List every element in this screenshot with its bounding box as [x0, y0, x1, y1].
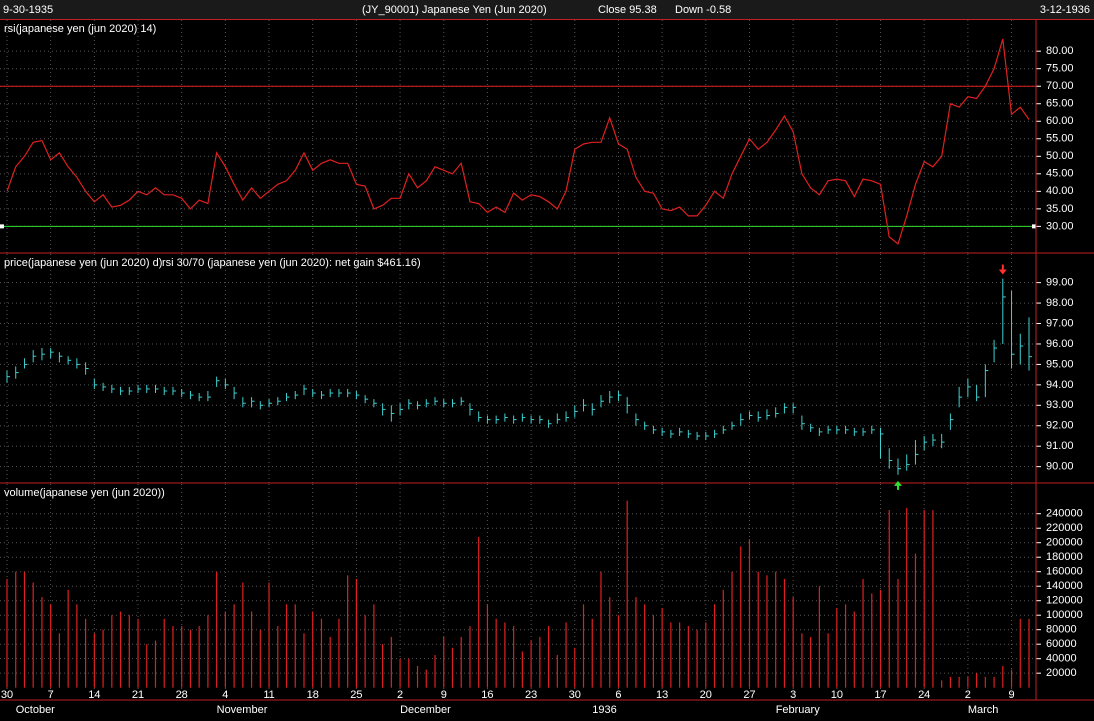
- y-tick-label: 30.00: [1046, 220, 1074, 232]
- x-tick-label: 2: [965, 689, 971, 701]
- level-handle: [1032, 224, 1036, 229]
- y-tick-label: 120000: [1046, 595, 1083, 607]
- x-tick-label: 10: [831, 689, 843, 701]
- y-tick-label: 55.00: [1046, 133, 1074, 145]
- x-tick-label: 4: [222, 689, 228, 701]
- x-tick-label: 7: [48, 689, 54, 701]
- panel-title: rsi(japanese yen (jun 2020) 14): [4, 23, 156, 35]
- x-tick-label: 25: [350, 689, 362, 701]
- header-bar: [0, 0, 1094, 19]
- y-tick-label: 140000: [1046, 580, 1083, 592]
- y-tick-label: 65.00: [1046, 98, 1074, 110]
- x-tick-label: 9: [441, 689, 447, 701]
- month-label: October: [16, 704, 55, 716]
- y-tick-label: 95.00: [1046, 358, 1074, 370]
- y-tick-label: 220000: [1046, 522, 1083, 534]
- y-tick-label: 92.00: [1046, 420, 1074, 432]
- y-tick-label: 20000: [1046, 667, 1077, 679]
- x-tick-label: 30: [569, 689, 581, 701]
- month-label: December: [400, 704, 451, 716]
- y-tick-label: 99.00: [1046, 277, 1074, 289]
- y-tick-label: 40000: [1046, 653, 1077, 665]
- y-tick-label: 200000: [1046, 537, 1083, 549]
- y-tick-label: 96.00: [1046, 338, 1074, 350]
- y-tick-label: 60.00: [1046, 115, 1074, 127]
- x-tick-label: 9: [1008, 689, 1014, 701]
- x-tick-label: 2: [397, 689, 403, 701]
- x-tick-label: 28: [176, 689, 188, 701]
- rsi-line: [6, 38, 1030, 245]
- month-label: February: [776, 704, 821, 716]
- close: Close 95.38: [598, 4, 657, 16]
- x-tick-label: 27: [743, 689, 755, 701]
- panel-subtitle: rsi 30/70 (japanese yen (jun 2020): net …: [162, 257, 421, 269]
- y-tick-label: 100000: [1046, 609, 1083, 621]
- x-tick-label: 6: [615, 689, 621, 701]
- end-date: 3-12-1936: [1040, 4, 1090, 16]
- y-tick-label: 240000: [1046, 508, 1083, 520]
- panel-title: price(japanese yen (jun 2020) d): [4, 257, 162, 269]
- y-tick-label: 160000: [1046, 566, 1083, 578]
- y-tick-label: 90.00: [1046, 461, 1074, 473]
- y-tick-label: 91.00: [1046, 440, 1074, 452]
- month-label: 1936: [592, 704, 616, 716]
- month-label: March: [968, 704, 999, 716]
- x-tick-label: 18: [307, 689, 319, 701]
- x-tick-label: 24: [918, 689, 930, 701]
- x-tick-label: 30: [1, 689, 13, 701]
- y-tick-label: 180000: [1046, 551, 1083, 563]
- y-tick-label: 70.00: [1046, 80, 1074, 92]
- x-tick-label: 3: [790, 689, 796, 701]
- y-tick-label: 45.00: [1046, 168, 1074, 180]
- y-tick-label: 50.00: [1046, 150, 1074, 162]
- level-handle: [0, 224, 4, 229]
- buy-signal: [893, 480, 902, 490]
- x-tick-label: 13: [656, 689, 668, 701]
- x-tick-label: 17: [874, 689, 886, 701]
- y-tick-label: 60000: [1046, 638, 1077, 650]
- y-tick-label: 80.00: [1046, 45, 1074, 57]
- x-tick-label: 11: [263, 689, 274, 701]
- x-tick-label: 16: [481, 689, 493, 701]
- x-tick-label: 20: [700, 689, 712, 701]
- y-tick-label: 97.00: [1046, 317, 1074, 329]
- y-tick-label: 93.00: [1046, 399, 1074, 411]
- month-label: November: [217, 704, 268, 716]
- y-tick-label: 40.00: [1046, 185, 1074, 197]
- y-tick-label: 75.00: [1046, 63, 1074, 75]
- x-tick-label: 23: [525, 689, 537, 701]
- y-tick-label: 98.00: [1046, 297, 1074, 309]
- y-tick-label: 94.00: [1046, 379, 1074, 391]
- y-tick-label: 35.00: [1046, 203, 1074, 215]
- y-tick-label: 80000: [1046, 624, 1077, 636]
- start-date: 9-30-1935: [3, 4, 53, 16]
- panel-title: volume(japanese yen (jun 2020)): [4, 487, 165, 499]
- x-tick-label: 21: [132, 689, 144, 701]
- symbol: (JY_90001) Japanese Yen (Jun 2020): [362, 4, 547, 16]
- sell-signal: [998, 264, 1007, 275]
- change: Down -0.58: [675, 4, 731, 16]
- x-tick-label: 14: [88, 689, 100, 701]
